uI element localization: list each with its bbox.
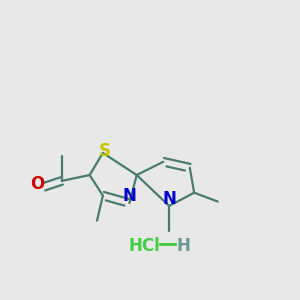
Text: H: H (177, 237, 191, 255)
Text: N: N (163, 190, 177, 208)
Text: S: S (99, 142, 111, 160)
Text: HCl: HCl (128, 237, 160, 255)
Text: N: N (122, 187, 136, 205)
Text: O: O (30, 176, 45, 194)
